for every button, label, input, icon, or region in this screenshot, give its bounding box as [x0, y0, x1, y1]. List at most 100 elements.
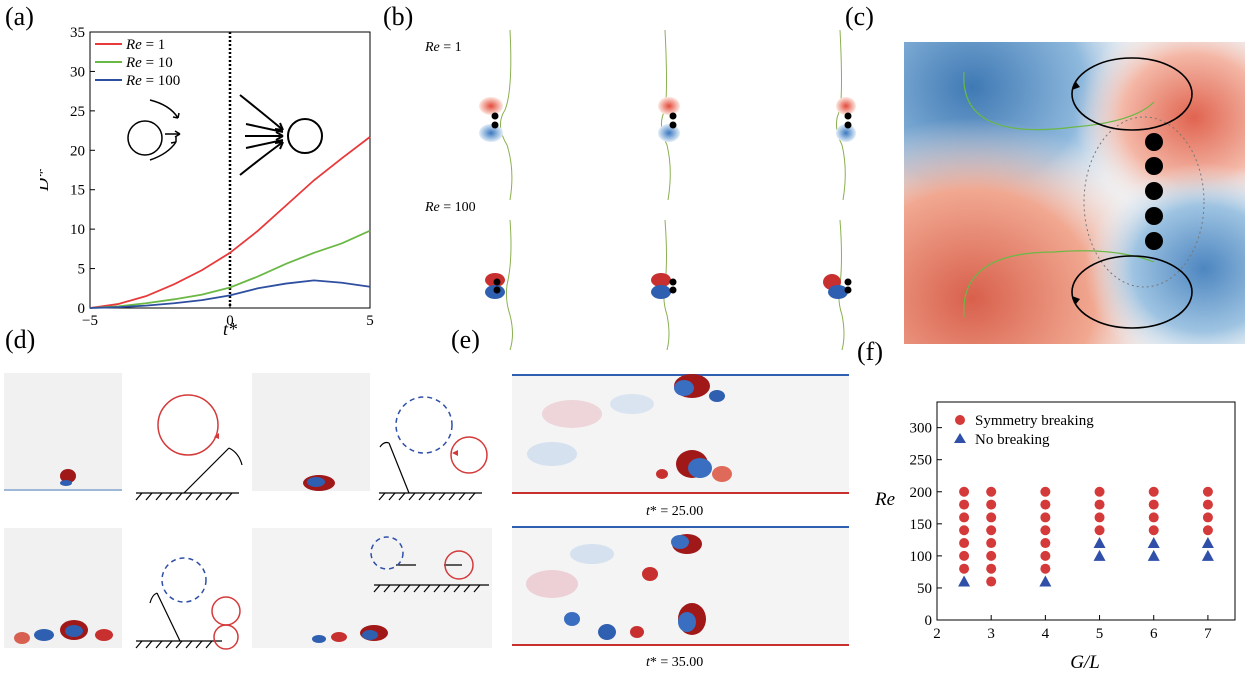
- chart-f-point-breaking: [959, 525, 970, 536]
- chart-f-point-breaking: [986, 563, 997, 574]
- chart-f-point-breaking: [1148, 512, 1159, 523]
- legend-re100-var: Re: [125, 73, 142, 89]
- chart-a-xlabel: t*: [223, 319, 237, 339]
- chart-f-point-breaking: [1148, 486, 1159, 497]
- chart-f-xtick-label: 6: [1150, 626, 1158, 642]
- chart-a-ytick-label: 10: [70, 222, 85, 238]
- chart-f-point-breaking: [959, 499, 970, 510]
- chart-f-ytick-label: 250: [910, 453, 933, 469]
- chart-f-xtick-label: 3: [987, 626, 995, 642]
- chart-a-xtick-label: 5: [366, 313, 374, 329]
- chart-f-point-breaking: [986, 550, 997, 561]
- chart-f-point-breaking: [959, 563, 970, 574]
- chart-f-point-breaking: [959, 550, 970, 561]
- chart-f-point-breaking: [986, 512, 997, 523]
- chart-a-ylabel: D*: [40, 169, 52, 192]
- chart-f-ylabel: Re: [874, 489, 895, 510]
- panel-label-d: (d): [5, 325, 36, 354]
- chart-f-point-breaking: [1202, 499, 1213, 510]
- chart-a-ytick-label: 0: [78, 301, 86, 317]
- panel-label-e: (e): [451, 325, 480, 354]
- chart-f-point-breaking: [1094, 525, 1105, 536]
- panel-b-row2: [485, 219, 852, 350]
- chart-f-ytick-label: 50: [917, 581, 932, 597]
- schematic-circle-left: [127, 99, 181, 161]
- chart-f-point-no-breaking: [1201, 537, 1214, 549]
- svg-text:Re = 10: Re = 10: [125, 55, 173, 71]
- chart-f-xtick-label: 2: [933, 626, 941, 642]
- panel-b-snapshots: [479, 30, 856, 350]
- chart-f-point-breaking: [1040, 525, 1051, 536]
- chart-f-legend: Symmetry breaking No breaking: [954, 413, 1094, 448]
- legend-re10-var: Re: [125, 55, 142, 71]
- chart-f-point-breaking: [986, 486, 997, 497]
- chart-a-xtick-label: −5: [82, 313, 98, 329]
- panel-b-label-re1: Re = 1: [425, 40, 462, 55]
- panel-c-vorticity: [904, 42, 1245, 344]
- chart-f-point-breaking: [1094, 499, 1105, 510]
- panel-label-a: (a): [5, 2, 34, 31]
- panel-e-snapshots: [512, 374, 849, 646]
- chart-f-point-no-breaking: [1039, 575, 1052, 587]
- chart-f-ytick-label: 300: [910, 421, 933, 437]
- panel-b-label-re100: Re = 100: [425, 200, 476, 215]
- chart-f-point-breaking: [959, 486, 970, 497]
- chart-f-point-breaking: [986, 576, 997, 587]
- chart-f-ytick-label: 0: [925, 613, 933, 629]
- chart-f-point-breaking: [986, 499, 997, 510]
- chart-f-point-breaking: [986, 525, 997, 536]
- panel-e-caption-1: t* = 25.00: [646, 504, 704, 519]
- chart-a-ytick-label: 20: [70, 143, 85, 159]
- chart-f-point-breaking: [1094, 512, 1105, 523]
- chart-f-ytick-label: 200: [910, 485, 933, 501]
- chart-f-point-no-breaking: [1147, 537, 1160, 549]
- legend-re100-val: = 100: [142, 73, 180, 89]
- chart-f-ticks: 2 3 4 5 6 7 0 50 100 150 200 250 300: [910, 421, 1213, 642]
- chart-a-ytick-label: 15: [70, 183, 85, 199]
- chart-f-point-no-breaking: [958, 575, 971, 587]
- chart-f-xtick-label: 4: [1042, 626, 1050, 642]
- chart-f-xtick-label: 5: [1096, 626, 1104, 642]
- chart-f-point-breaking: [1202, 525, 1213, 536]
- chart-f-point-breaking: [1202, 486, 1213, 497]
- chart-f-xtick-label: 7: [1204, 626, 1212, 642]
- chart-f-point-breaking: [1040, 538, 1051, 549]
- chart-a-ytick-label: 25: [70, 104, 85, 120]
- panel-label-b: (b): [383, 2, 414, 31]
- panel-label-f: (f): [857, 337, 883, 366]
- chart-f-point-no-breaking: [1093, 549, 1106, 561]
- chart-f-point-no-breaking: [1093, 537, 1106, 549]
- panel-b-row1: [479, 30, 856, 201]
- chart-f-point-breaking: [1094, 486, 1105, 497]
- chart-f-ytick-label: 100: [910, 549, 933, 565]
- legend-re1-val: = 1: [142, 37, 165, 53]
- schematic-circle-right: [239, 94, 323, 176]
- chart-f-point-breaking: [1040, 499, 1051, 510]
- chart-f-point-breaking: [1148, 499, 1159, 510]
- chart-a-ytick-label: 5: [78, 262, 86, 278]
- chart-f-points: [958, 486, 1214, 587]
- chart-f-point-breaking: [1040, 512, 1051, 523]
- chart-f-point-breaking: [959, 538, 970, 549]
- chart-a-ytick-label: 30: [70, 64, 85, 80]
- chart-f-point-breaking: [986, 538, 997, 549]
- chart-f-point-breaking: [1040, 563, 1051, 574]
- chart-f-point-breaking: [1148, 525, 1159, 536]
- chart-a-legend: Re = 1 Re = 10 Re = 100: [95, 37, 180, 89]
- legend-re1-var: Re: [125, 37, 142, 53]
- chart-f-point-no-breaking: [1147, 549, 1160, 561]
- svg-text:Re = 100: Re = 100: [125, 73, 180, 89]
- chart-f-point-breaking: [959, 512, 970, 523]
- chart-a-series: [89, 136, 371, 309]
- chart-f-point-breaking: [1202, 512, 1213, 523]
- legend-re10-val: = 10: [142, 55, 173, 71]
- chart-a-xtick-label: 0: [226, 313, 234, 329]
- chart-a-line-3: [89, 279, 371, 309]
- chart-a-line-1: [89, 136, 371, 309]
- legend-no-breaking: No breaking: [975, 432, 1050, 448]
- chart-a-line-2: [89, 229, 371, 309]
- chart-f-xlabel: G/L: [1070, 652, 1100, 673]
- panel-label-c: (c): [845, 2, 874, 31]
